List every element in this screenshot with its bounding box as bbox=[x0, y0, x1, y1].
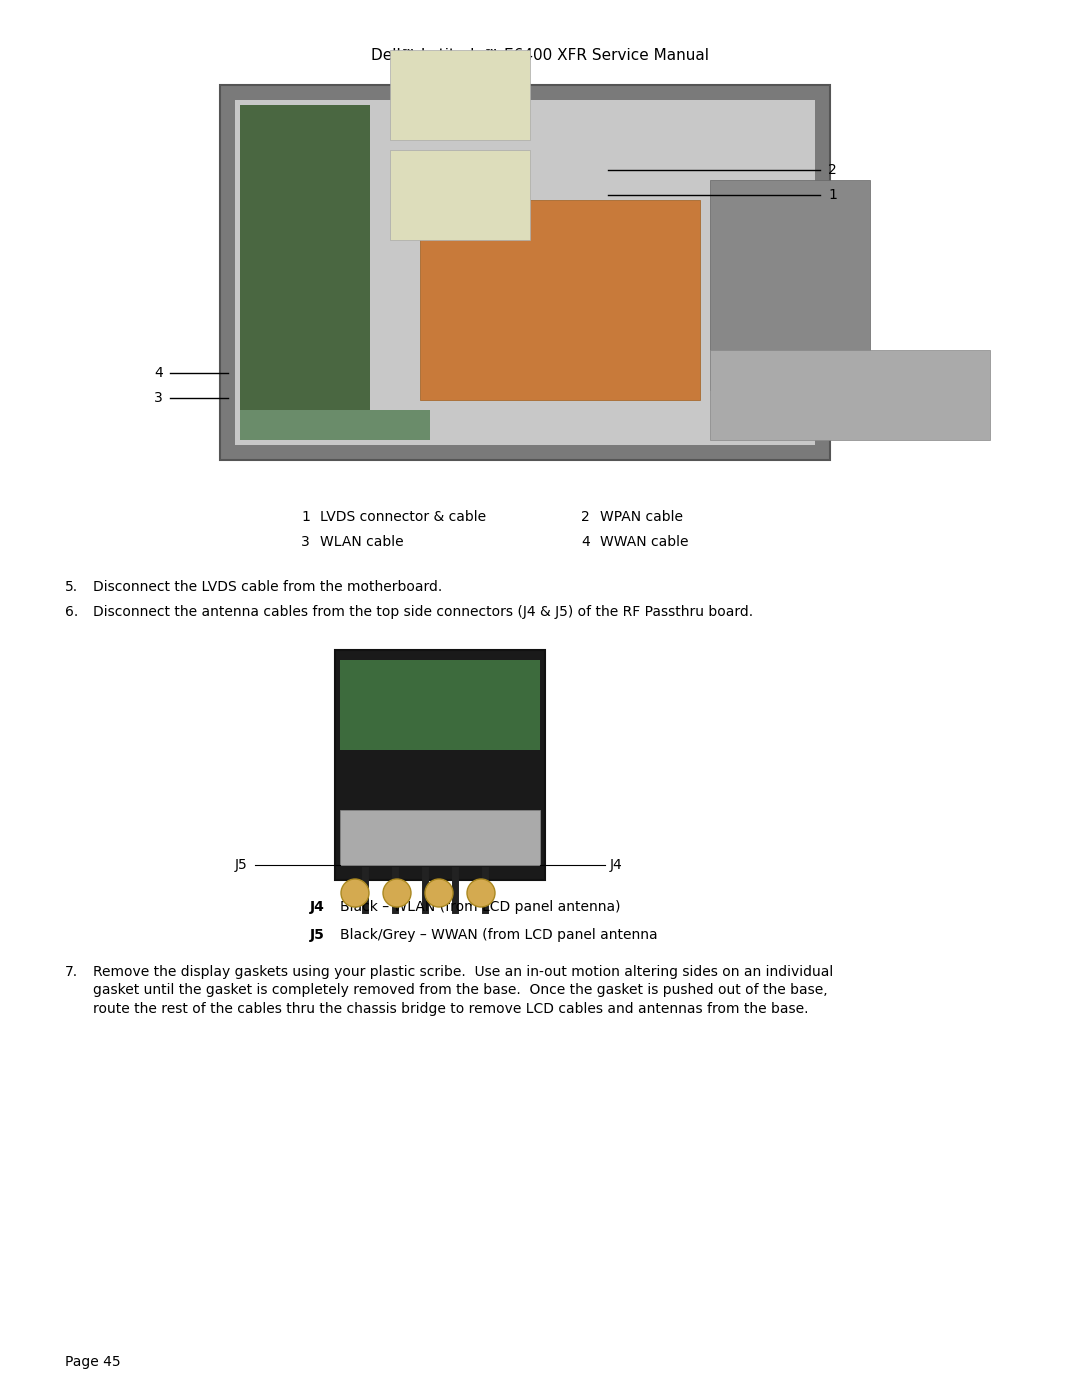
Text: Page 45: Page 45 bbox=[65, 1355, 121, 1369]
Text: Black/Grey – WWAN (from LCD panel antenna: Black/Grey – WWAN (from LCD panel antenn… bbox=[340, 928, 658, 942]
Text: J4: J4 bbox=[610, 858, 623, 872]
Text: 5.: 5. bbox=[65, 580, 78, 594]
Bar bbox=[240, 409, 430, 440]
Bar bbox=[240, 105, 370, 440]
Text: WWAN cable: WWAN cable bbox=[600, 535, 689, 549]
Text: 2: 2 bbox=[581, 510, 590, 524]
Text: Disconnect the LVDS cable from the motherboard.: Disconnect the LVDS cable from the mothe… bbox=[93, 580, 442, 594]
Circle shape bbox=[341, 879, 369, 907]
Bar bbox=[390, 50, 530, 140]
Text: Black – WLAN (from LCD panel antenna): Black – WLAN (from LCD panel antenna) bbox=[340, 900, 621, 914]
Text: WPAN cable: WPAN cable bbox=[600, 510, 683, 524]
Text: 3: 3 bbox=[154, 391, 163, 405]
Text: 2: 2 bbox=[828, 163, 837, 177]
Bar bbox=[340, 659, 540, 750]
Text: Remove the display gaskets using your plastic scribe.  Use an in-out motion alte: Remove the display gaskets using your pl… bbox=[93, 965, 834, 1016]
Text: 6.: 6. bbox=[65, 605, 78, 619]
Bar bbox=[235, 101, 815, 446]
Text: J5: J5 bbox=[234, 858, 247, 872]
Circle shape bbox=[383, 879, 411, 907]
Bar bbox=[420, 200, 700, 400]
Text: J5: J5 bbox=[310, 928, 325, 942]
Text: 3: 3 bbox=[301, 535, 310, 549]
Text: 1: 1 bbox=[301, 510, 310, 524]
Text: Dell™ Latitude™ E6400 XFR Service Manual: Dell™ Latitude™ E6400 XFR Service Manual bbox=[372, 47, 708, 63]
Bar bbox=[335, 650, 545, 880]
Bar bbox=[340, 810, 540, 865]
Circle shape bbox=[467, 879, 495, 907]
Text: 7.: 7. bbox=[65, 965, 78, 979]
Text: Disconnect the antenna cables from the top side connectors (J4 & J5) of the RF P: Disconnect the antenna cables from the t… bbox=[93, 605, 753, 619]
Bar bbox=[710, 180, 870, 390]
Text: 4: 4 bbox=[154, 366, 163, 380]
Bar bbox=[220, 85, 831, 460]
Circle shape bbox=[426, 879, 453, 907]
Text: LVDS connector & cable: LVDS connector & cable bbox=[320, 510, 486, 524]
Text: 4: 4 bbox=[581, 535, 590, 549]
Bar bbox=[390, 149, 530, 240]
Text: WLAN cable: WLAN cable bbox=[320, 535, 404, 549]
Text: 1: 1 bbox=[828, 189, 837, 203]
Text: J4: J4 bbox=[310, 900, 325, 914]
Bar bbox=[710, 351, 990, 440]
